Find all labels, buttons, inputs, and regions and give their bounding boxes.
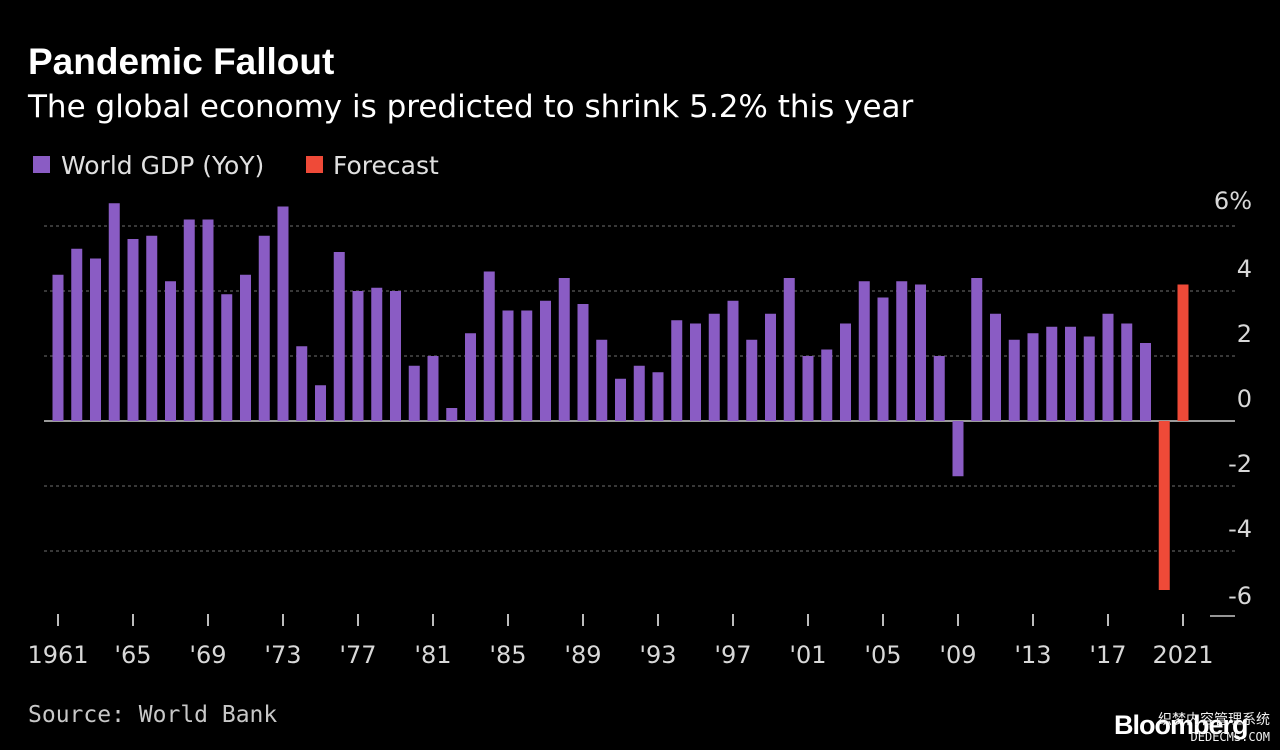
gdp-bar-1969 (202, 219, 214, 421)
gdp-bar-1972 (258, 235, 270, 421)
gdp-bar-1977 (352, 291, 364, 421)
gdp-bar-1963 (90, 258, 101, 421)
y-tick-label: 0 (1237, 385, 1252, 413)
forecast-bar-2021 (1177, 284, 1189, 421)
gdp-bar-1966 (146, 235, 158, 421)
y-tick-label: 6% (1214, 187, 1252, 215)
watermark-text: 织梦内容管理系统 (1158, 712, 1270, 728)
gdp-bar-1982 (446, 408, 458, 421)
gdp-bar-1968 (183, 219, 195, 421)
gdp-bar-2019 (1140, 343, 1151, 421)
gdp-bar-2016 (1083, 336, 1095, 421)
x-tick-label: '77 (339, 641, 376, 669)
gdp-bar-2005 (877, 297, 889, 421)
x-tick-label: '01 (789, 641, 826, 669)
gdp-bar-1980 (408, 365, 420, 421)
gdp-bar-1993 (652, 372, 664, 421)
x-tick-label: '65 (114, 641, 151, 669)
watermark-url: DEDECMS.COM (1190, 730, 1270, 744)
gdp-bar-1999 (765, 313, 776, 421)
x-tick-label: 2021 (1152, 641, 1213, 669)
gdp-bar-1965 (127, 239, 139, 421)
gdp-bar-2003 (840, 323, 851, 421)
x-tick-label: '09 (939, 641, 976, 669)
gdp-bar-1976 (333, 252, 345, 421)
legend-swatch-world-gdp (33, 156, 50, 173)
y-axis-labels: 6% 4 2 0 -2 -4 -6 (1214, 187, 1252, 610)
gdp-bar-2000 (783, 278, 795, 421)
gdp-bar-2001 (802, 356, 814, 421)
legend-label-world-gdp: World GDP (YoY) (61, 151, 264, 180)
gdp-bar-2010 (971, 278, 983, 421)
gdp-bar-1967 (165, 281, 176, 421)
gdp-bar-1970 (221, 294, 233, 421)
gdp-bar-2002 (821, 349, 833, 421)
gdp-bar-2007 (915, 284, 926, 421)
gdp-bar-2012 (1008, 339, 1020, 421)
gdp-bar-2006 (896, 281, 908, 421)
gdp-bar-2013 (1027, 333, 1039, 421)
gdp-bar-1990 (596, 339, 608, 421)
bloomberg-logo: Bloomberg (1114, 710, 1248, 740)
gdp-bar-1983 (465, 333, 476, 421)
gdp-bar-2014 (1046, 326, 1058, 421)
gdp-bar-1984 (483, 271, 495, 421)
gdp-bar-1974 (296, 346, 308, 421)
forecast-bar-2020 (1158, 421, 1170, 590)
gdp-bar-1978 (371, 287, 383, 421)
gdp-bar-1981 (427, 356, 439, 421)
x-tick-label: '85 (489, 641, 526, 669)
bars (52, 203, 1189, 590)
gdp-bar-1992 (633, 365, 645, 421)
gdp-bar-2009 (952, 421, 964, 477)
gdp-bar-1985 (502, 310, 514, 421)
gdp-bar-1979 (390, 291, 401, 421)
gdp-bar-1995 (690, 323, 701, 421)
x-tick-label: '73 (264, 641, 301, 669)
legend-label-forecast: Forecast (333, 151, 439, 180)
gdp-bar-2017 (1102, 313, 1114, 421)
legend: World GDP (YoY) Forecast (33, 151, 439, 180)
chart-title: Pandemic Fallout (28, 41, 334, 82)
gdp-bar-2008 (933, 356, 945, 421)
gdp-bar-1988 (558, 278, 570, 421)
x-tick-label: '17 (1089, 641, 1126, 669)
y-tick-label: 4 (1237, 255, 1252, 283)
gdp-bar-1987 (540, 300, 551, 421)
y-tick-label: -6 (1228, 582, 1252, 610)
gdp-bar-1975 (315, 385, 326, 421)
gdp-bar-1991 (615, 378, 626, 421)
x-tick-label: '81 (414, 641, 451, 669)
gdp-bar-1986 (521, 310, 533, 421)
x-tick-label: '13 (1014, 641, 1051, 669)
gdp-bar-2018 (1121, 323, 1133, 421)
x-axis: 1961 '65 '69 '73 '77 '81 '85 '89 '93 '97 '01 '05 '09… (27, 614, 1214, 669)
gdp-bar-2004 (858, 281, 870, 421)
x-tick-label: '05 (864, 641, 901, 669)
gdp-bar-1971 (240, 274, 251, 421)
chart-subtitle: The global economy is predicted to shrin… (27, 89, 914, 125)
x-tick-label: 1961 (27, 641, 88, 669)
x-tick-label: '89 (564, 641, 601, 669)
gdp-bar-1961 (52, 274, 64, 421)
y-tick-label: -2 (1228, 450, 1252, 478)
gdp-bar-1989 (577, 304, 589, 421)
y-tick-label: -4 (1228, 515, 1252, 543)
gdp-bar-2011 (990, 313, 1001, 421)
gdp-bar-1973 (277, 206, 289, 421)
gdp-bar-1962 (71, 248, 83, 421)
x-tick-label: '69 (189, 641, 226, 669)
legend-swatch-forecast (306, 156, 323, 173)
gdp-bar-1964 (108, 203, 120, 421)
y-tick-label: 2 (1237, 320, 1252, 348)
gdp-bar-1997 (727, 300, 739, 421)
gdp-bar-1994 (671, 320, 683, 421)
source-note: Source: World Bank (28, 702, 277, 728)
gdp-bar-1998 (746, 339, 758, 421)
gdp-bar-1996 (708, 313, 720, 421)
x-tick-label: '93 (639, 641, 676, 669)
gdp-bar-2015 (1065, 326, 1076, 421)
x-tick-label: '97 (714, 641, 751, 669)
